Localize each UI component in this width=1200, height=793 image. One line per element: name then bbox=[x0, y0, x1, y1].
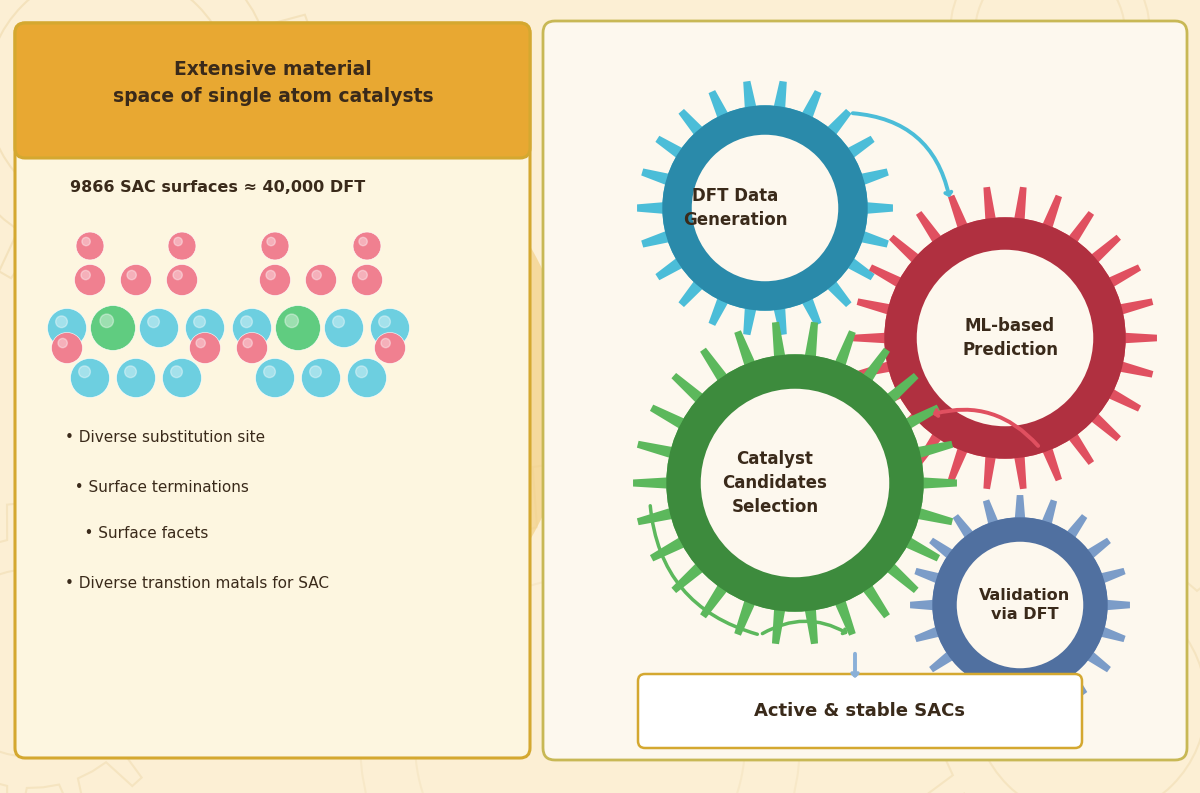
Circle shape bbox=[139, 308, 179, 347]
Circle shape bbox=[186, 308, 224, 347]
Circle shape bbox=[76, 232, 104, 260]
Polygon shape bbox=[637, 81, 893, 335]
Circle shape bbox=[374, 332, 406, 363]
Circle shape bbox=[259, 265, 290, 296]
Text: 9866 SAC surfaces ≈ 40,000 DFT: 9866 SAC surfaces ≈ 40,000 DFT bbox=[70, 181, 365, 196]
Text: Active & stable SACs: Active & stable SACs bbox=[755, 702, 966, 720]
Circle shape bbox=[934, 518, 1108, 692]
Polygon shape bbox=[910, 495, 1130, 715]
Polygon shape bbox=[853, 186, 1157, 489]
Circle shape bbox=[55, 316, 67, 328]
Circle shape bbox=[233, 308, 271, 347]
Text: • Diverse transtion matals for SAC: • Diverse transtion matals for SAC bbox=[65, 576, 329, 591]
Circle shape bbox=[312, 270, 322, 280]
Circle shape bbox=[916, 248, 1096, 428]
Polygon shape bbox=[262, 103, 570, 683]
Circle shape bbox=[241, 316, 252, 328]
FancyBboxPatch shape bbox=[14, 23, 530, 758]
Circle shape bbox=[352, 265, 383, 296]
Text: • Diverse substitution site: • Diverse substitution site bbox=[65, 431, 265, 446]
Circle shape bbox=[170, 366, 182, 377]
Circle shape bbox=[71, 358, 109, 397]
Text: DFT Data
Generation: DFT Data Generation bbox=[683, 187, 787, 229]
Circle shape bbox=[698, 387, 890, 579]
Circle shape bbox=[662, 106, 866, 310]
Circle shape bbox=[353, 232, 380, 260]
Circle shape bbox=[382, 339, 390, 347]
Text: ML-based
Prediction: ML-based Prediction bbox=[962, 317, 1058, 359]
Circle shape bbox=[74, 265, 106, 296]
Circle shape bbox=[266, 270, 275, 280]
Circle shape bbox=[301, 358, 341, 397]
Circle shape bbox=[713, 156, 817, 260]
Circle shape bbox=[236, 332, 268, 363]
Text: Validation
via DFT: Validation via DFT bbox=[979, 588, 1070, 623]
Circle shape bbox=[690, 133, 840, 283]
FancyBboxPatch shape bbox=[14, 23, 530, 158]
Circle shape bbox=[359, 237, 367, 246]
Circle shape bbox=[162, 358, 202, 397]
Circle shape bbox=[264, 366, 275, 377]
Circle shape bbox=[662, 106, 866, 310]
Text: • Surface facets: • Surface facets bbox=[65, 526, 209, 541]
FancyBboxPatch shape bbox=[638, 674, 1082, 748]
Circle shape bbox=[725, 413, 865, 553]
Circle shape bbox=[934, 518, 1108, 692]
Circle shape bbox=[940, 273, 1070, 403]
Circle shape bbox=[244, 339, 252, 347]
Circle shape bbox=[348, 358, 386, 397]
Circle shape bbox=[379, 316, 390, 328]
Circle shape bbox=[256, 358, 294, 397]
Circle shape bbox=[125, 366, 137, 377]
Circle shape bbox=[276, 305, 320, 351]
Polygon shape bbox=[634, 322, 956, 644]
Circle shape bbox=[174, 237, 182, 246]
Circle shape bbox=[955, 540, 1085, 670]
Circle shape bbox=[100, 314, 114, 328]
Circle shape bbox=[120, 265, 151, 296]
Circle shape bbox=[284, 314, 299, 328]
Text: Catalyst
Candidates
Selection: Catalyst Candidates Selection bbox=[722, 450, 828, 515]
Circle shape bbox=[371, 308, 409, 347]
Circle shape bbox=[306, 265, 336, 296]
Circle shape bbox=[358, 270, 367, 280]
Circle shape bbox=[332, 316, 344, 328]
Circle shape bbox=[116, 358, 156, 397]
Circle shape bbox=[196, 339, 205, 347]
Circle shape bbox=[127, 270, 137, 280]
Circle shape bbox=[667, 355, 923, 611]
Circle shape bbox=[90, 305, 136, 351]
Circle shape bbox=[190, 332, 221, 363]
Circle shape bbox=[886, 218, 1126, 458]
Circle shape bbox=[974, 559, 1066, 651]
Circle shape bbox=[266, 237, 275, 246]
Circle shape bbox=[168, 232, 196, 260]
Circle shape bbox=[48, 308, 86, 347]
Circle shape bbox=[173, 270, 182, 280]
Circle shape bbox=[82, 270, 90, 280]
Text: Extensive material
space of single atom catalysts: Extensive material space of single atom … bbox=[113, 60, 433, 105]
Circle shape bbox=[52, 332, 83, 363]
Circle shape bbox=[886, 218, 1126, 458]
Text: • Surface terminations: • Surface terminations bbox=[65, 481, 248, 496]
Circle shape bbox=[193, 316, 205, 328]
Circle shape bbox=[324, 308, 364, 347]
Circle shape bbox=[310, 366, 322, 377]
Circle shape bbox=[79, 366, 90, 377]
Circle shape bbox=[148, 316, 160, 328]
Circle shape bbox=[667, 355, 923, 611]
Circle shape bbox=[355, 366, 367, 377]
Circle shape bbox=[58, 339, 67, 347]
Circle shape bbox=[82, 237, 90, 246]
FancyBboxPatch shape bbox=[542, 21, 1187, 760]
Circle shape bbox=[167, 265, 198, 296]
Circle shape bbox=[262, 232, 289, 260]
